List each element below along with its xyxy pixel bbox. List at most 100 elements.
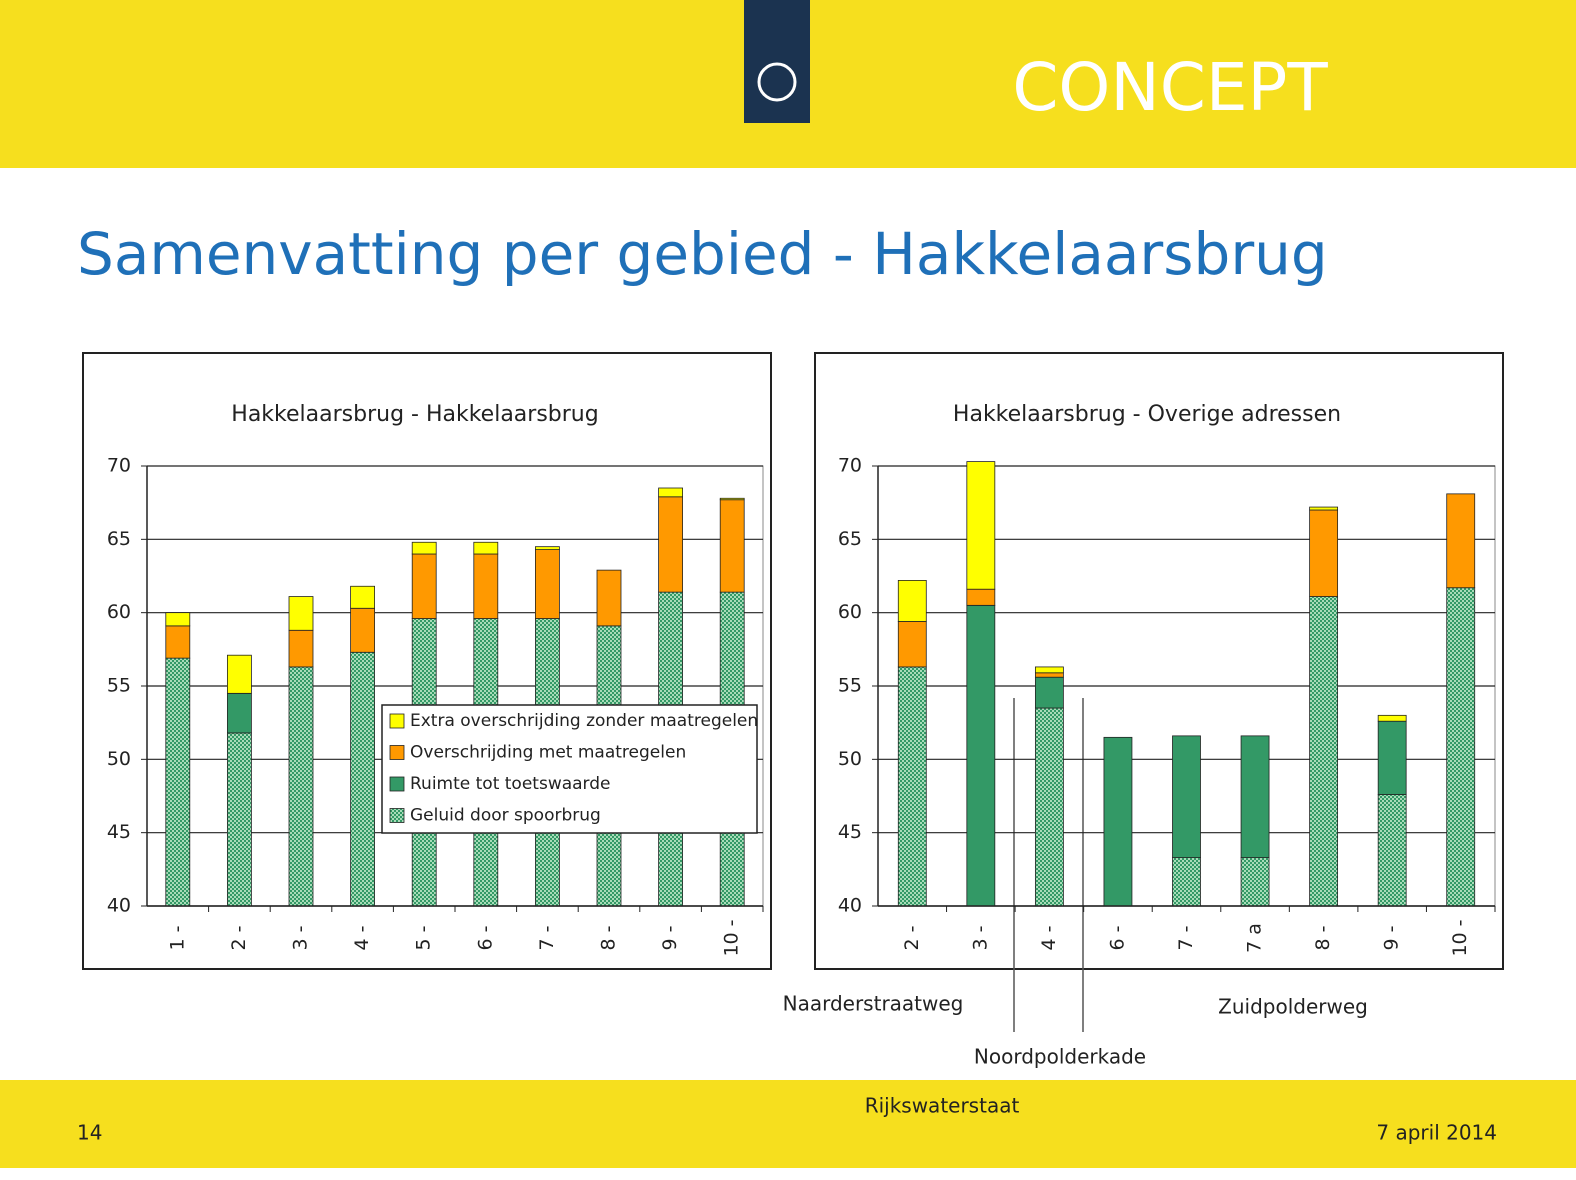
x-tick-label: 7 a xyxy=(1244,923,1266,953)
legend-label: Extra overschrijding zonder maatregelen xyxy=(410,711,758,731)
y-tick-label: 40 xyxy=(838,895,862,917)
bar-segment xyxy=(1309,509,1339,597)
bar-segment xyxy=(226,654,252,694)
x-tick-label: 7 - xyxy=(1175,926,1197,951)
y-tick-label: 70 xyxy=(107,455,131,477)
bar-segment xyxy=(1309,596,1339,907)
bar-segment xyxy=(596,569,622,627)
y-tick-label: 70 xyxy=(838,455,862,477)
bar-segment xyxy=(350,585,376,609)
bar-segment xyxy=(1103,736,1133,907)
y-tick-label: 40 xyxy=(107,895,131,917)
x-tick-label: 7 - xyxy=(536,926,558,951)
bar-segment xyxy=(658,487,683,498)
bar-segment xyxy=(288,596,314,631)
slide-title: Samenvatting per gebied - Hakkelaarsbrug xyxy=(77,220,1328,288)
bar-segment xyxy=(165,612,191,627)
x-tick-label: 10 - xyxy=(1449,919,1471,956)
y-tick-label: 50 xyxy=(107,748,131,770)
legend-label: Ruimte tot toetswaarde xyxy=(410,774,611,794)
x-tick-label: 6 - xyxy=(474,926,496,951)
x-tick-label: 9 - xyxy=(1381,926,1403,951)
annotation: Noordpolderkade xyxy=(974,1045,1146,1069)
bar-segment xyxy=(1309,506,1339,511)
bar-segment xyxy=(473,541,499,555)
chart-title: Hakkelaarsbrug - Hakkelaarsbrug xyxy=(231,402,598,427)
x-tick-label: 9 - xyxy=(659,926,681,951)
x-tick-label: 4 - xyxy=(1038,926,1060,951)
emblem xyxy=(744,0,810,123)
legend-swatch xyxy=(389,776,405,792)
x-tick-label: 3 - xyxy=(969,926,991,951)
legend-label: Geluid door spoorbrug xyxy=(410,806,601,826)
bar-segment xyxy=(1034,672,1064,678)
annotation: Zuidpolderweg xyxy=(1218,995,1368,1019)
bar-segment xyxy=(226,692,252,734)
y-tick-label: 60 xyxy=(838,601,862,623)
bar-segment xyxy=(535,549,560,619)
bar-segment xyxy=(1172,735,1201,858)
bar-segment xyxy=(165,625,191,659)
bar-segment xyxy=(288,629,314,668)
bar-segment xyxy=(897,621,927,668)
bar-segment xyxy=(165,657,191,907)
bar-segment xyxy=(1240,857,1270,907)
bar-segment xyxy=(1172,857,1201,907)
bar-segment xyxy=(1377,794,1407,907)
footer-band xyxy=(0,1080,1576,1168)
chart-title: Hakkelaarsbrug - Overige adressen xyxy=(953,402,1341,427)
bar-segment xyxy=(473,553,499,619)
bar-segment xyxy=(966,588,996,606)
bar-segment xyxy=(1446,493,1476,589)
bar-segment xyxy=(719,499,745,593)
bar-segment xyxy=(350,651,376,907)
y-tick-label: 55 xyxy=(838,675,862,697)
y-tick-label: 60 xyxy=(107,601,131,623)
bar-segment xyxy=(1034,676,1064,709)
legend-swatch xyxy=(389,713,405,729)
y-tick-label: 65 xyxy=(107,528,131,550)
bar-segment xyxy=(1377,720,1407,795)
y-tick-label: 55 xyxy=(107,675,131,697)
y-tick-label: 45 xyxy=(838,821,862,843)
bar-segment xyxy=(288,666,314,907)
bar-segment xyxy=(1034,666,1064,674)
legend-swatch xyxy=(389,745,405,760)
x-tick-label: 2 - xyxy=(901,926,923,951)
bar-segment xyxy=(226,732,252,907)
x-tick-label: 10 - xyxy=(721,919,743,956)
annotation: Naarderstraatweg xyxy=(783,992,964,1016)
legend-swatch xyxy=(389,808,405,823)
y-tick-label: 65 xyxy=(838,528,862,550)
concept-label: CONCEPT xyxy=(1012,49,1328,126)
x-tick-label: 1 - xyxy=(166,926,188,951)
bar-segment xyxy=(966,604,996,907)
y-tick-label: 45 xyxy=(107,821,131,843)
legend-box xyxy=(381,704,758,834)
footer-date: 7 april 2014 xyxy=(1376,1121,1497,1145)
x-tick-label: 6 - xyxy=(1106,926,1128,951)
bar-segment xyxy=(1446,587,1476,907)
bar-segment xyxy=(1240,735,1270,858)
bar-segment xyxy=(966,461,996,590)
x-tick-label: 8 - xyxy=(598,926,620,951)
bar-segment xyxy=(897,580,927,622)
bar-segment xyxy=(1377,714,1407,722)
bar-segment xyxy=(658,496,683,593)
x-tick-label: 2 - xyxy=(228,926,250,951)
bar-segment xyxy=(411,541,437,555)
emblem-icon xyxy=(757,62,797,102)
bar-segment xyxy=(535,546,560,551)
legend-label: Overschrijding met maatregelen xyxy=(410,743,686,763)
bar-segment xyxy=(1034,707,1064,907)
bar-segment xyxy=(897,666,927,907)
bar-segment xyxy=(411,553,437,619)
footer-org: Rijkswaterstaat xyxy=(865,1094,1020,1118)
x-tick-label: 3 - xyxy=(290,926,312,951)
x-tick-label: 4 - xyxy=(351,926,373,951)
x-tick-label: 8 - xyxy=(1312,926,1334,951)
page-number: 14 xyxy=(77,1121,102,1145)
x-tick-label: 5 - xyxy=(413,926,435,951)
